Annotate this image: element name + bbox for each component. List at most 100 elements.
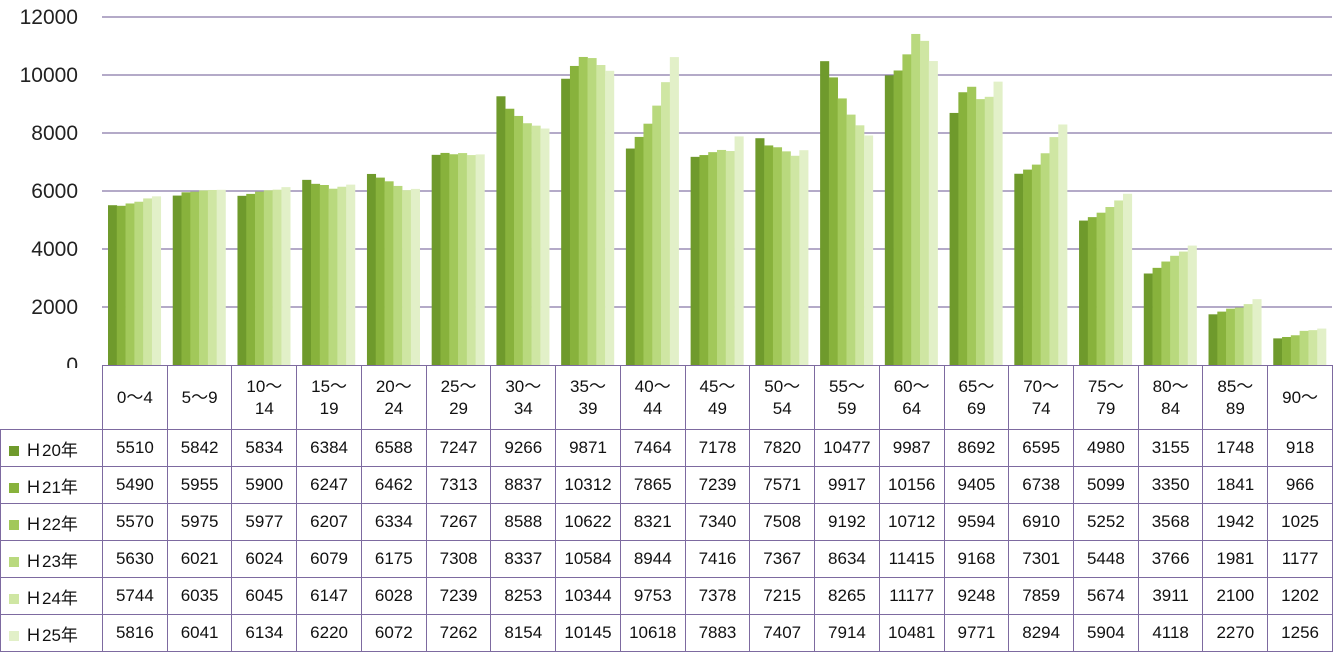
bars <box>108 33 1327 366</box>
data-label: 1202 <box>1267 577 1333 615</box>
data-label: 10312 <box>555 466 621 504</box>
data-label: 1981 <box>1202 540 1269 578</box>
data-label: 3911 <box>1137 577 1204 615</box>
data-label: 3766 <box>1137 540 1204 578</box>
bar <box>764 145 774 365</box>
data-label: 8253 <box>490 577 557 615</box>
series-label: Ｈ25年 <box>0 614 103 652</box>
data-label: 5842 <box>166 429 233 467</box>
legend-swatch <box>9 446 19 457</box>
bar <box>661 82 671 365</box>
data-label: 7820 <box>749 429 816 467</box>
category-label: 80～ 84 <box>1137 365 1204 430</box>
bar <box>1161 261 1171 365</box>
bar <box>967 86 977 366</box>
bar <box>1308 330 1318 365</box>
data-label: 6207 <box>296 503 362 541</box>
data-label: 7508 <box>749 503 816 541</box>
bar <box>587 58 597 366</box>
bar <box>514 115 524 365</box>
data-label: 6045 <box>231 577 298 615</box>
table-row: Ｈ22年 5570 5975 5977 6207 6334 7267 8588 10622 832… <box>0 503 1333 541</box>
bar <box>531 125 541 365</box>
data-label: 5904 <box>1073 614 1139 652</box>
data-label: 11177 <box>878 577 945 615</box>
bar <box>993 81 1003 365</box>
table-row: Ｈ20年 5510 5842 5834 6384 6588 7247 9266 9871 7464… <box>0 429 1333 467</box>
data-label: 5816 <box>102 614 168 652</box>
data-label: 7883 <box>684 614 751 652</box>
category-label: 25～ 29 <box>425 365 492 430</box>
bar <box>475 154 485 365</box>
data-label: 8944 <box>619 540 686 578</box>
data-label: 7308 <box>425 540 492 578</box>
bar <box>522 123 532 365</box>
data-label: 6147 <box>296 577 362 615</box>
data-label: 1942 <box>1202 503 1269 541</box>
bar <box>337 186 347 365</box>
data-label: 7464 <box>619 429 686 467</box>
data-label: 966 <box>1267 466 1333 504</box>
series-label: Ｈ23年 <box>0 540 103 578</box>
category-label: 65～ 69 <box>943 365 1010 430</box>
bar <box>1049 137 1059 365</box>
data-label: 6220 <box>296 614 362 652</box>
bar <box>125 203 135 365</box>
data-label: 8634 <box>814 540 880 578</box>
bar <box>652 105 662 366</box>
data-label: 5570 <box>102 503 168 541</box>
bar <box>755 138 765 365</box>
bar <box>690 156 700 365</box>
category-label: 45～ 49 <box>684 365 751 430</box>
data-label: 3350 <box>1137 466 1204 504</box>
data-label: 7313 <box>425 466 492 504</box>
bar <box>216 189 226 365</box>
bar <box>855 125 865 365</box>
data-label: 7178 <box>684 429 751 467</box>
bar <box>181 192 191 365</box>
bar <box>781 151 791 365</box>
bar <box>643 123 653 365</box>
bar <box>902 54 912 365</box>
data-label: 8837 <box>490 466 557 504</box>
data-label: 10622 <box>555 503 621 541</box>
y-tick-label: 0 <box>66 354 78 368</box>
bar <box>1087 217 1097 365</box>
data-label: 2100 <box>1202 577 1269 615</box>
series-name: Ｈ23年 <box>25 551 78 571</box>
legend-swatch <box>9 594 19 605</box>
bar <box>828 77 838 365</box>
bar <box>108 205 118 365</box>
bar <box>272 189 282 365</box>
bar <box>1143 273 1153 365</box>
category-label: 5～9 <box>166 365 233 430</box>
category-label: 70～ 74 <box>1008 365 1075 430</box>
data-label: 10618 <box>619 614 686 652</box>
bar <box>1031 164 1041 365</box>
data-label: 6462 <box>360 466 427 504</box>
data-label: 3155 <box>1137 429 1204 467</box>
bar <box>708 152 718 365</box>
bar <box>246 193 256 365</box>
bar <box>302 179 312 365</box>
data-label: 4118 <box>1137 614 1204 652</box>
data-label: 9192 <box>814 503 880 541</box>
legend-swatch <box>9 557 19 568</box>
series-name: Ｈ21年 <box>25 477 78 497</box>
data-label: 5490 <box>102 466 168 504</box>
data-label: 9917 <box>814 466 880 504</box>
data-label: 6134 <box>231 614 298 652</box>
data-label: 7239 <box>684 466 751 504</box>
data-label: 7859 <box>1008 577 1075 615</box>
data-label: 8265 <box>814 577 880 615</box>
table-row: Ｈ24年 5744 6035 6045 6147 6028 7239 8253 10344 975… <box>0 577 1333 615</box>
bar <box>1096 212 1106 365</box>
data-label: 7407 <box>749 614 816 652</box>
y-tick-label: 10000 <box>20 64 78 87</box>
table-row: Ｈ25年 5816 6041 6134 6220 6072 7262 8154 10145 106… <box>0 614 1333 652</box>
bar <box>1152 267 1162 365</box>
bar <box>1023 169 1033 365</box>
bar <box>837 98 847 366</box>
data-label: 7416 <box>684 540 751 578</box>
bar <box>466 155 476 365</box>
